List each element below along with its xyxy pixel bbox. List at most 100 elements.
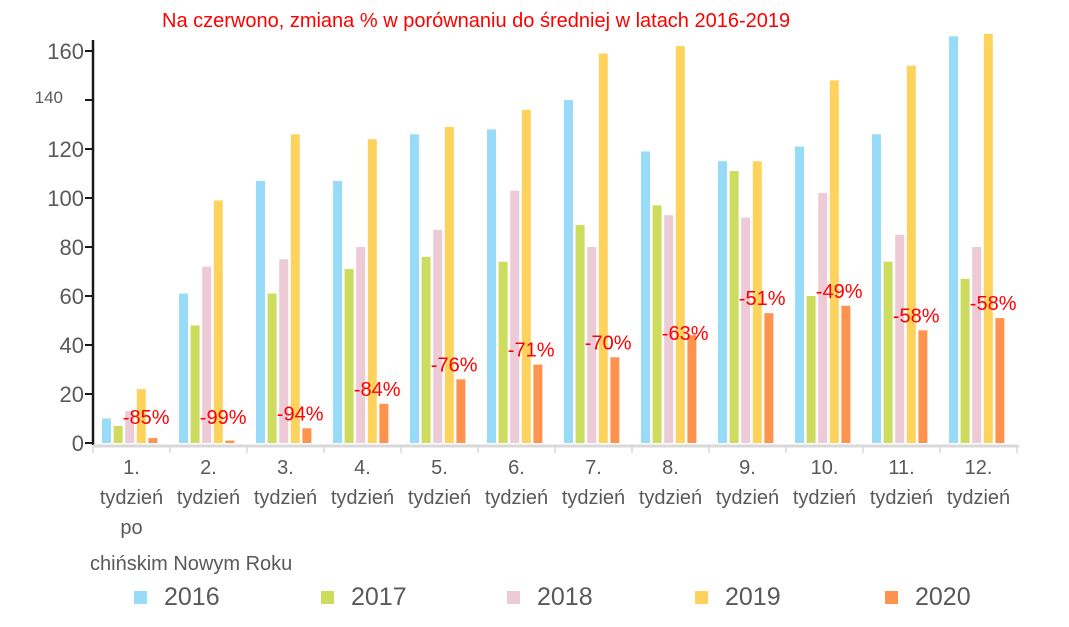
x-tick-label-line: 1. (123, 457, 140, 479)
bar-2020-week-9 (764, 313, 774, 443)
bar-2016-week-6 (487, 129, 496, 443)
x-tick-label-line: tydzień (330, 487, 395, 509)
bar-2019-week-1 (136, 389, 146, 443)
x-tick-label-line: 6. (508, 457, 525, 479)
bar-2020-week-2 (225, 440, 235, 443)
bar-2020-week-5 (456, 379, 466, 443)
x-tick-label-week-11: 11. tydzień (862, 453, 942, 513)
bar-2018-week-1 (125, 411, 135, 443)
x-tick-label-line: 12. (964, 457, 993, 479)
chart-title: Na czerwono, zmiana % w porównaniu do śr… (162, 10, 791, 32)
x-tick-label-line: tydzień (561, 487, 626, 509)
x-tick-label-line: tydzień (484, 487, 549, 509)
x-tick-label-week-1: 1. tydzień po (92, 453, 172, 543)
bar-2017-week-12 (960, 278, 970, 443)
x-tick-label-line: tydzień (869, 487, 934, 509)
bar-2019-week-12 (983, 33, 993, 443)
legend-swatch-icon (885, 591, 898, 604)
bar-2020-week-12 (995, 318, 1005, 443)
bar-2018-week-10 (818, 193, 828, 443)
legend-label: 2018 (537, 583, 593, 611)
x-tick-label-week-9: 9. tydzień (708, 453, 788, 513)
legend-item-2016: 2016 (134, 583, 220, 612)
bar-2019-week-9 (752, 161, 762, 443)
bar-2017-week-7 (575, 224, 585, 443)
legend-item-2018: 2018 (507, 583, 593, 612)
y-tick-label: 40 (60, 333, 84, 358)
bar-2018-week-2 (202, 266, 212, 443)
legend-swatch-icon (695, 591, 708, 604)
bar-2019-week-11 (906, 65, 916, 443)
legend-item-2019: 2019 (695, 583, 781, 612)
x-tick-label-week-2: 2. tydzień (169, 453, 249, 513)
y-tick-label: 160 (47, 39, 84, 64)
x-tick-label-line: tydzień (946, 487, 1011, 509)
bar-2017-week-8 (652, 205, 662, 443)
x-tick-label-line: 5. (431, 457, 448, 479)
bar-2017-week-6 (498, 261, 508, 443)
bar-2019-week-4 (367, 139, 377, 443)
bar-2017-week-4 (344, 269, 354, 443)
bar-2017-week-10 (806, 296, 816, 443)
change-label-week-2: -99% (200, 407, 247, 429)
bar-2017-week-5 (421, 256, 431, 443)
bar-2019-week-5 (444, 126, 454, 443)
x-tick-label-line: tydzień (638, 487, 703, 509)
bar-2019-week-6 (521, 109, 531, 444)
bar-2016-week-2 (179, 293, 188, 443)
legend-item-2017: 2017 (321, 583, 407, 612)
x-tick-label-line: po (120, 517, 143, 539)
change-label-week-3: -94% (277, 403, 324, 425)
x-tick-label-week-5: 5. tydzień (400, 453, 480, 513)
bar-2020-week-4 (379, 403, 389, 443)
bar-2017-week-1 (113, 425, 123, 443)
y-tick-label: 100 (47, 186, 84, 211)
bar-2016-week-8 (641, 151, 650, 443)
bar-2019-week-3 (290, 134, 300, 444)
bar-2017-week-9 (729, 171, 739, 444)
bar-2016-week-9 (718, 161, 727, 443)
y-tick-label: 0 (72, 431, 84, 456)
bar-2019-week-10 (829, 80, 839, 444)
bar-2020-week-7 (610, 357, 620, 443)
x-tick-label-line: 8. (662, 457, 679, 479)
bar-2018-week-11 (895, 234, 905, 443)
bar-2020-week-1 (148, 438, 158, 443)
x-tick-label-week-10: 10. tydzień (785, 453, 865, 513)
bar-2016-week-12 (949, 36, 958, 444)
x-tick-label-line: 3. (277, 457, 294, 479)
bar-2019-week-8 (675, 46, 685, 443)
x-tick-label-line: tydzień (407, 487, 472, 509)
x-tick-label-line: tydzień (253, 487, 318, 509)
legend-label: 2020 (915, 583, 971, 611)
legend-label: 2017 (351, 583, 407, 611)
y-tick-label: 80 (60, 235, 84, 260)
x-tick-label-line: tydzień (715, 487, 780, 509)
bar-2020-week-10 (841, 305, 851, 443)
bar-2018-week-3 (279, 259, 289, 443)
change-label-week-7: -70% (585, 332, 632, 354)
bar-2017-week-11 (883, 261, 893, 443)
bar-2020-week-3 (302, 428, 312, 443)
legend-swatch-icon (321, 591, 334, 604)
change-label-week-10: -49% (816, 281, 863, 303)
bar-2016-week-10 (795, 146, 804, 444)
bar-2019-week-2 (213, 200, 223, 443)
y-tick-label: 120 (47, 137, 84, 162)
change-label-week-1: -85% (123, 407, 170, 429)
bar-2016-week-11 (872, 134, 881, 444)
bar-2018-week-8 (664, 215, 674, 443)
x-tick-label-line: 4. (354, 457, 371, 479)
bar-2016-week-1 (102, 418, 111, 443)
bar-2016-week-4 (333, 180, 342, 443)
legend-swatch-icon (507, 591, 520, 604)
y-tick-label: 140 (35, 88, 63, 107)
x-axis-note: chińskim Nowym Roku (90, 553, 293, 575)
x-tick-label-line: tydzień (176, 487, 241, 509)
legend-item-2020: 2020 (885, 583, 971, 612)
x-tick-label-line: 9. (739, 457, 756, 479)
annotations-layer: -85% -99% -94% -84% -76% -71% -70% -63% -51% -49%… (123, 281, 1017, 429)
x-tick-label-week-4: 4. tydzień (323, 453, 403, 513)
x-tick-label-line: tydzień (792, 487, 857, 509)
